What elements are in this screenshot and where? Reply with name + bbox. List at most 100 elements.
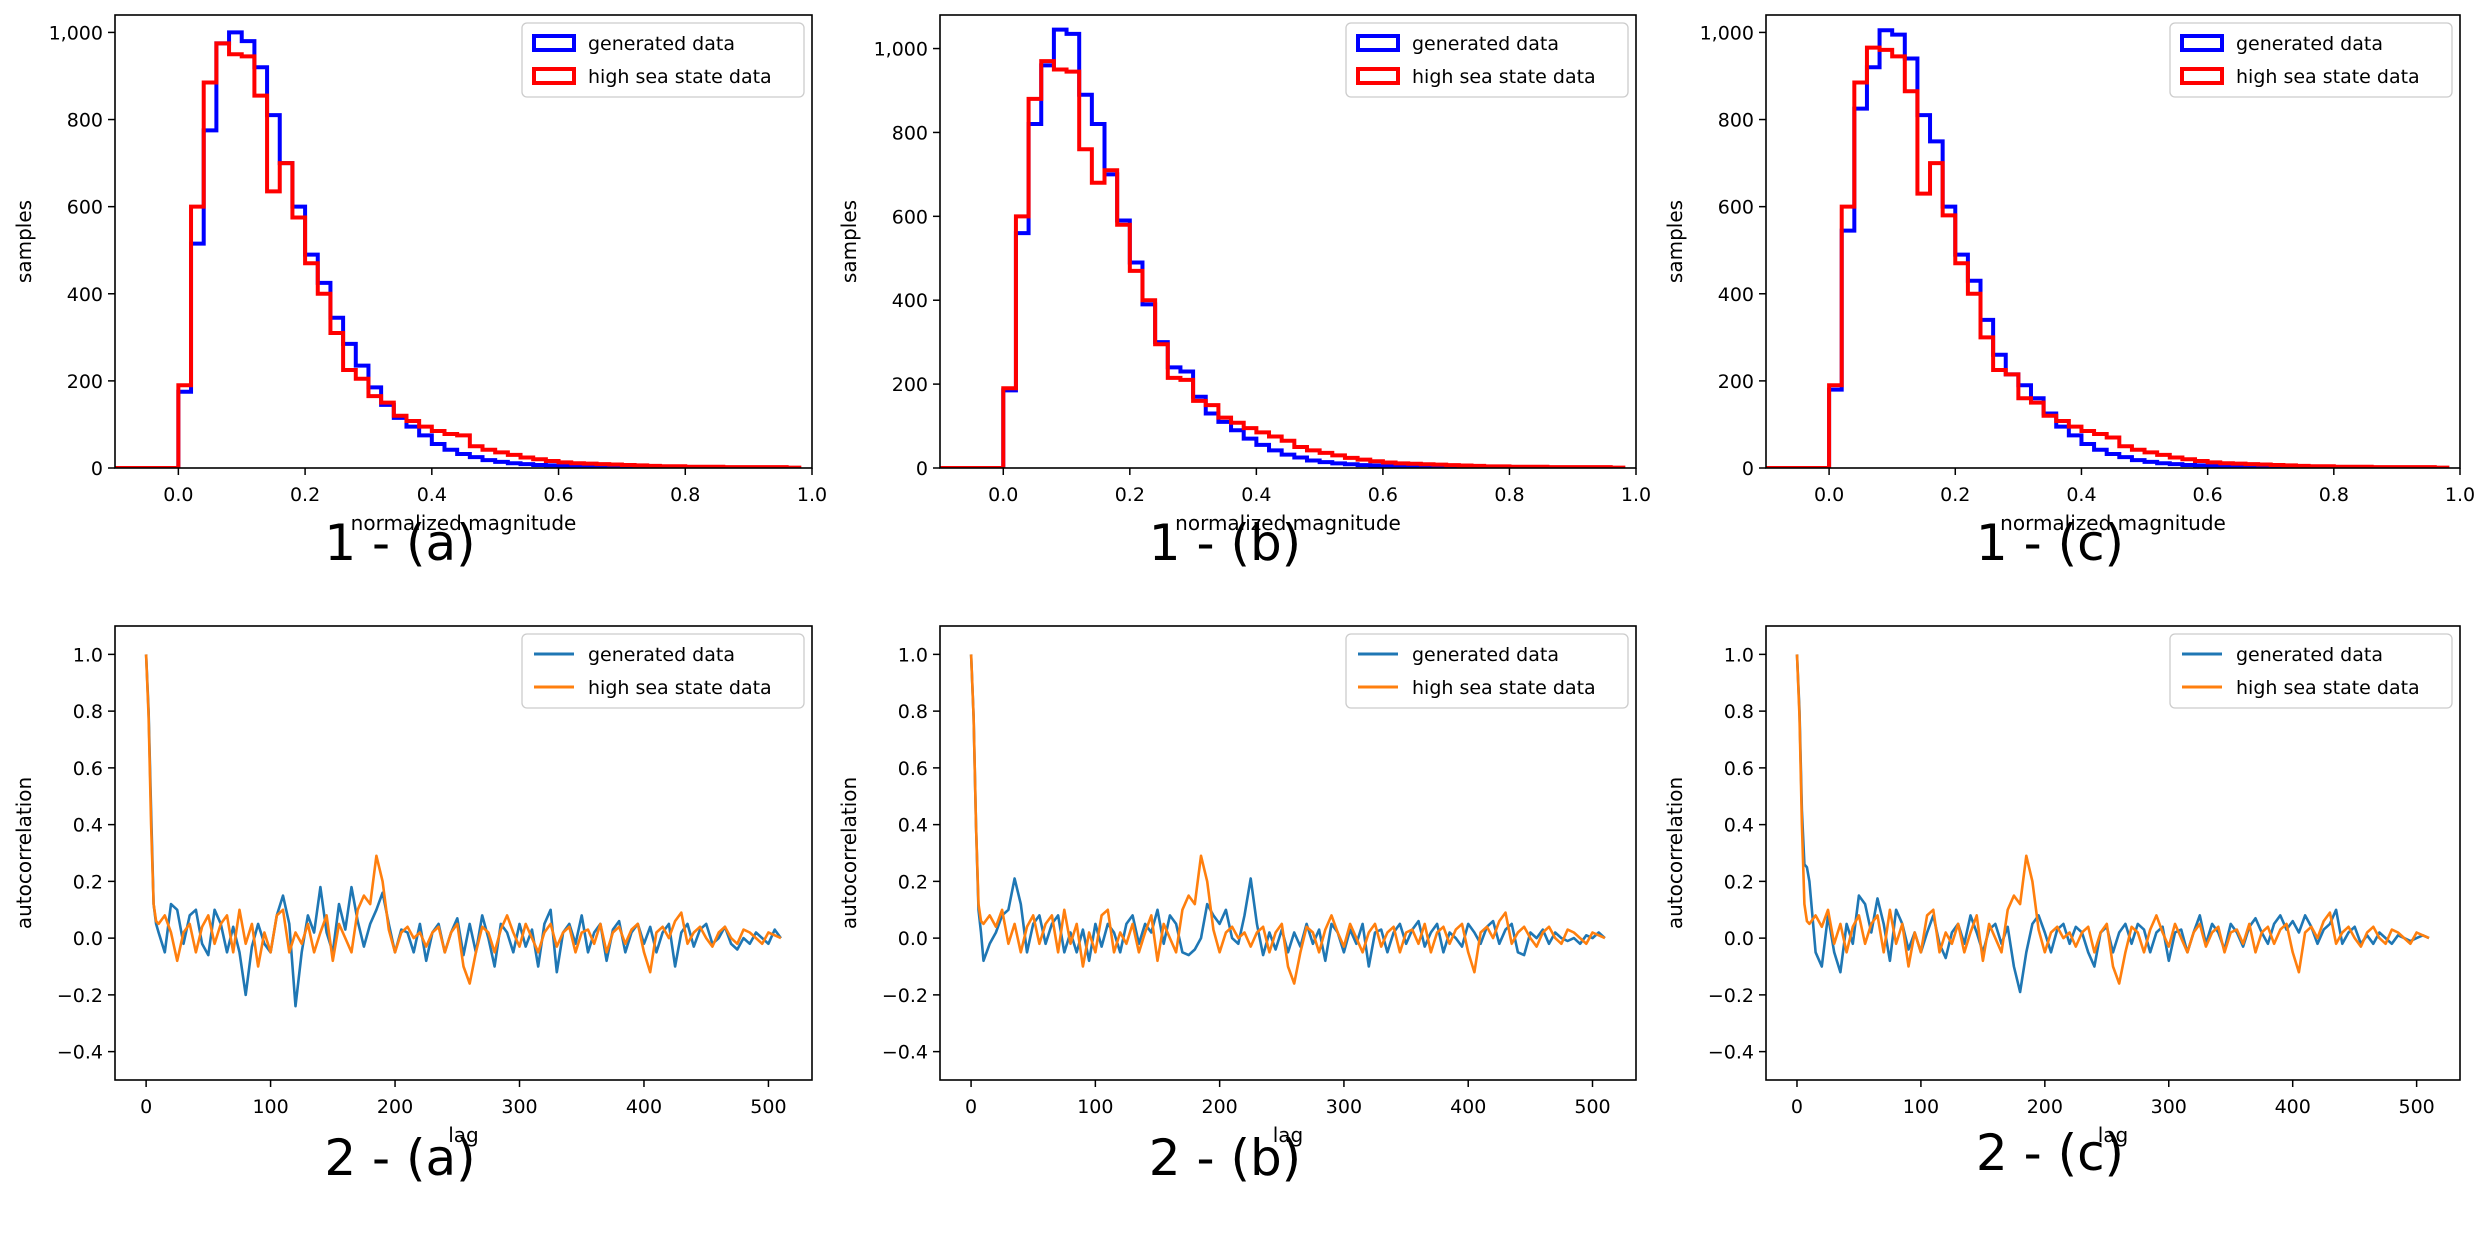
legend-label: high sea state data [1412, 66, 1596, 88]
chart-panel-1c: 0.0 0.2 0.4 0.6 0.8 1.0 0 200 400 600 800 1,000 norm… [1663, 14, 2475, 535]
legend-box [2169, 22, 2453, 98]
y-tick-label: 1,000 [49, 22, 103, 44]
y-tick-label: 0.0 [73, 928, 103, 950]
y-tick-label: 0.6 [898, 758, 928, 780]
axes-frame [1765, 625, 2461, 1081]
x-axis-label: normalized magnitude [1175, 511, 1401, 535]
y-tick-label: 400 [67, 284, 103, 306]
plot-area [1795, 654, 2430, 994]
y-tick-label: 0.2 [1724, 871, 1754, 893]
x-tick-label: 0.2 [1115, 484, 1145, 506]
series-high-sea-state-line [144, 654, 782, 985]
legend-label: generated data [2236, 644, 2383, 666]
plot-area [940, 27, 1626, 468]
series-high-sea-state-histogram [115, 41, 802, 468]
panel-caption-1b: 1 - (b) [1148, 514, 1302, 572]
y-tick-label: 1.0 [1724, 644, 1754, 666]
legend-label: high sea state data [588, 677, 772, 699]
y-tick-label: −0.2 [1708, 985, 1754, 1007]
legend-label: generated data [588, 644, 735, 666]
y-tick-label: −0.2 [882, 985, 928, 1007]
x-tick-label: 0.4 [417, 484, 447, 506]
series-high-sea-state-line [1795, 654, 2430, 985]
panel-caption-2b: 2 - (b) [1148, 1129, 1302, 1187]
y-tick-label: 600 [67, 197, 103, 219]
y-axis-label: samples [12, 200, 36, 283]
x-tick-label: 0 [140, 1096, 152, 1118]
y-tick-label: 0.6 [1724, 758, 1754, 780]
axes-frame [1765, 14, 2461, 469]
y-tick-label: 0.8 [1724, 701, 1754, 723]
y-tick-label: 0 [91, 458, 103, 480]
x-axis-label: normalized magnitude [2000, 511, 2226, 535]
y-axis-label: autocorrelation [837, 777, 861, 929]
legend-label: high sea state data [588, 66, 772, 88]
y-tick-label: 600 [892, 206, 928, 228]
y-tick-label: −0.4 [1708, 1042, 1754, 1064]
legend-label: generated data [2236, 33, 2383, 55]
legend: generated data high sea state data [1345, 22, 1629, 98]
y-tick-label: 400 [1718, 284, 1754, 306]
x-tick-label: 100 [1903, 1096, 1939, 1118]
legend-swatch [532, 67, 576, 85]
y-tick-label: 0.2 [73, 871, 103, 893]
y-tick-label: 0.4 [898, 815, 928, 837]
x-tick-label: 0.4 [2066, 484, 2096, 506]
y-tick-label: 0.6 [73, 758, 103, 780]
legend-box [1345, 22, 1629, 98]
x-tick-label: 400 [1450, 1096, 1486, 1118]
y-tick-label: 200 [67, 371, 103, 393]
chart-panel-1a: 0.0 0.2 0.4 0.6 0.8 1.0 0 200 400 600 800 1,000 norm… [12, 14, 827, 535]
panel-caption-2c: 2 - (c) [1975, 1124, 2125, 1182]
x-tick-label: 0.8 [2319, 484, 2349, 506]
panel-caption-2a: 2 - (a) [324, 1129, 476, 1187]
axes-frame [114, 14, 813, 469]
x-tick-label: 0.2 [290, 484, 320, 506]
axes-frame [939, 625, 1637, 1081]
legend-box [521, 22, 805, 98]
x-tick-label: 0.0 [163, 484, 193, 506]
x-tick-label: 0.0 [988, 484, 1018, 506]
x-tick-label: 0.2 [1940, 484, 1970, 506]
y-tick-label: 200 [1718, 371, 1754, 393]
x-tick-label: 0.4 [1241, 484, 1271, 506]
x-tick-label: 300 [2151, 1096, 2187, 1118]
x-tick-label: 1.0 [2445, 484, 2475, 506]
y-tick-label: −0.2 [57, 985, 103, 1007]
panel-caption-1a: 1 - (a) [324, 514, 476, 572]
x-tick-label: 0.6 [2193, 484, 2223, 506]
x-tick-label: 500 [750, 1096, 786, 1118]
legend: generated data high sea state data [2169, 633, 2453, 709]
y-tick-label: 800 [1718, 110, 1754, 132]
plot-area [969, 654, 1606, 985]
series-generated-histogram [115, 30, 713, 468]
x-axis-label: lag [448, 1123, 479, 1147]
legend-swatch [2180, 34, 2224, 52]
y-tick-label: 0.4 [1724, 815, 1754, 837]
axes-frame [114, 625, 813, 1081]
legend-swatch [2180, 67, 2224, 85]
plot-area [115, 30, 802, 468]
y-tick-label: 0 [916, 458, 928, 480]
y-tick-label: 1,000 [1700, 22, 1754, 44]
x-axis-label: lag [2098, 1123, 2129, 1147]
legend: generated data high sea state data [1345, 633, 1629, 709]
x-tick-label: 400 [626, 1096, 662, 1118]
y-tick-label: 1.0 [898, 644, 928, 666]
legend-box [1345, 633, 1629, 709]
legend: generated data high sea state data [521, 22, 805, 98]
x-tick-label: 300 [1326, 1096, 1362, 1118]
y-axis-label: samples [837, 200, 861, 283]
x-axis-label: lag [1273, 1123, 1304, 1147]
x-tick-label: 1.0 [797, 484, 827, 506]
x-tick-label: 0.6 [1368, 484, 1398, 506]
series-generated-histogram [940, 27, 1537, 468]
x-tick-label: 500 [2398, 1096, 2434, 1118]
x-tick-label: 400 [2275, 1096, 2311, 1118]
y-tick-label: 0.2 [898, 871, 928, 893]
chart-panel-2a: 0 100 200 300 400 500 −0.4 −0.2 0.0 0.2 0.4 0.6 0.8 1… [12, 625, 813, 1147]
x-tick-label: 0 [1791, 1096, 1803, 1118]
y-tick-label: 0.8 [73, 701, 103, 723]
x-tick-label: 0.6 [543, 484, 573, 506]
y-tick-label: 200 [892, 374, 928, 396]
